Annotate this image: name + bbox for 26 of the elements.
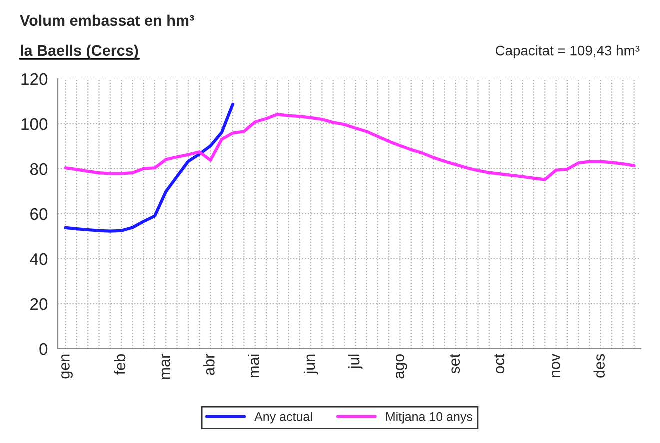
x-tick-label: abr bbox=[204, 354, 215, 376]
x-tick-label: feb bbox=[114, 354, 126, 375]
chart-subtitle: la Baells (Cercs) bbox=[21, 44, 138, 60]
line-series bbox=[64, 102, 235, 233]
chart-title: Volum embassat en hm³ bbox=[20, 14, 194, 26]
x-tick-label: mai bbox=[248, 354, 260, 378]
x-tick-label: des bbox=[594, 354, 605, 378]
y-tick-label: 80 bbox=[30, 163, 48, 176]
y-tick-label: 120 bbox=[22, 73, 48, 86]
x-tick-label: jun bbox=[304, 354, 318, 375]
legend-label: Any actual bbox=[254, 412, 312, 424]
x-tick-label: jul bbox=[348, 354, 363, 370]
line-series bbox=[64, 113, 636, 182]
x-tick-label: ago bbox=[396, 354, 408, 379]
x-tick-label: oct bbox=[494, 354, 505, 374]
y-tick-label: 40 bbox=[30, 253, 48, 266]
x-tick-label: mar bbox=[162, 354, 170, 380]
y-tick-label: 100 bbox=[22, 118, 48, 130]
x-tick-label: nov bbox=[552, 354, 560, 378]
legend-label: Mitjana 10 anys bbox=[386, 412, 473, 424]
y-tick-label: 0 bbox=[40, 343, 48, 356]
x-tick-label: set bbox=[450, 354, 460, 374]
y-tick-label: 20 bbox=[30, 298, 48, 310]
x-tick-label: gen bbox=[62, 354, 73, 379]
y-tick-label: 60 bbox=[30, 208, 48, 220]
text: Capacitat = 109,43 hm³ bbox=[496, 46, 640, 58]
